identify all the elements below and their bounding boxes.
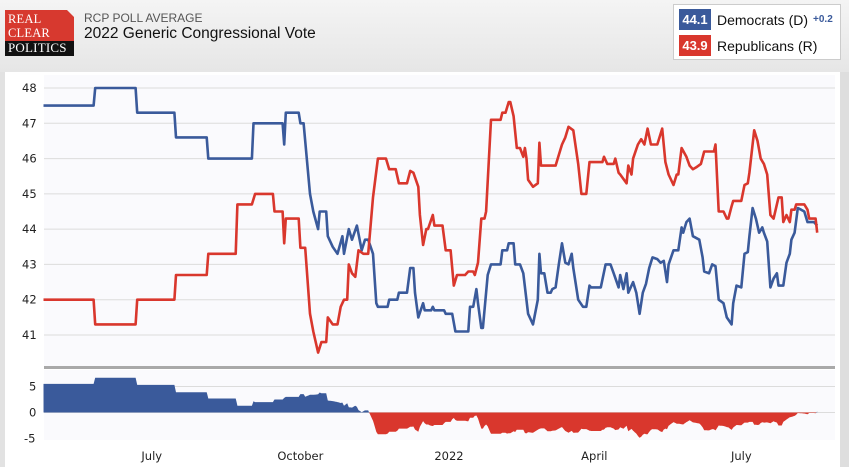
spread-area-democrats xyxy=(43,377,818,413)
dem-value-badge: 44.1 xyxy=(679,9,711,30)
x-tick-label: July xyxy=(730,449,752,463)
y-tick-label: 45 xyxy=(22,187,37,201)
spread-y-tick-label: 0 xyxy=(29,406,36,420)
rep-value-badge: 43.9 xyxy=(679,35,711,56)
x-tick-label: October xyxy=(277,449,323,463)
chart-title: 2022 Generic Congressional Vote xyxy=(84,25,316,42)
x-tick-label: 2022 xyxy=(434,449,463,463)
y-tick-label: 48 xyxy=(22,81,37,95)
y-tick-label: 46 xyxy=(22,152,37,166)
legend-label-republicans: Republicans (R) xyxy=(717,37,818,54)
spread-y-tick-label: -5 xyxy=(24,432,35,446)
dem-change: +0.2 xyxy=(813,14,833,25)
y-tick-label: 47 xyxy=(22,116,37,130)
logo-black-band xyxy=(5,41,74,56)
spread-y-tick-label: 5 xyxy=(29,380,36,394)
y-tick-label: 44 xyxy=(22,222,37,236)
header: REAL CLEAR POLITICS RCP POLL AVERAGE 202… xyxy=(0,0,849,72)
rcp-logo[interactable]: REAL CLEAR POLITICS xyxy=(5,10,74,56)
legend-item-republicans[interactable]: 43.9 Republicans (R) xyxy=(679,35,817,56)
scrollbar[interactable] xyxy=(840,72,849,467)
spread-area-republicans xyxy=(43,412,818,438)
democrats-line[interactable] xyxy=(43,86,819,333)
chart-subtitle: RCP POLL AVERAGE xyxy=(84,11,203,25)
legend-item-democrats[interactable]: 44.1 Democrats (D) +0.2 xyxy=(679,9,833,30)
legend: 44.1 Democrats (D) +0.2 43.9 Republicans… xyxy=(673,4,841,60)
y-tick-label: 41 xyxy=(22,328,37,342)
x-tick-label: July xyxy=(140,449,162,463)
logo-red-block xyxy=(5,10,74,41)
logo-line-politics: POLITICS xyxy=(8,40,67,55)
logo-line-real: REAL xyxy=(8,12,42,26)
y-tick-label: 42 xyxy=(22,293,37,307)
logo-line-clear: CLEAR xyxy=(8,26,50,40)
plot-background xyxy=(44,75,835,368)
x-tick-label: April xyxy=(581,449,607,463)
republicans-line[interactable] xyxy=(43,100,819,354)
panel-divider[interactable] xyxy=(44,366,835,369)
legend-label-democrats: Democrats (D) xyxy=(717,11,809,28)
y-tick-label: 43 xyxy=(22,257,37,271)
